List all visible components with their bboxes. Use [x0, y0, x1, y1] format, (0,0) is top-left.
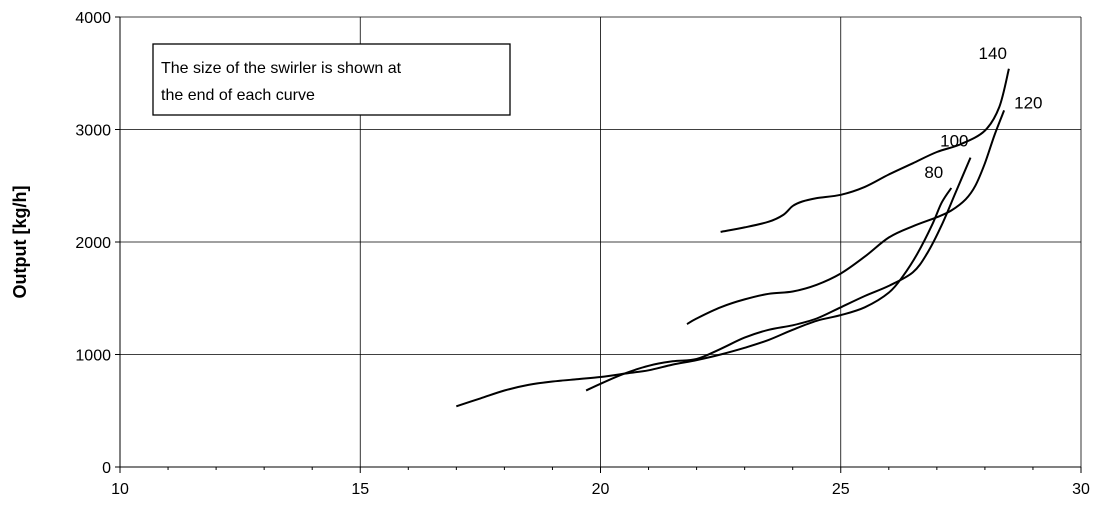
- series-lines: [455, 68, 1010, 408]
- y-tick-label: 2000: [75, 235, 111, 252]
- series-line-140: [720, 68, 1010, 233]
- x-tick-label: 10: [111, 481, 129, 498]
- x-tick-label: 25: [832, 481, 850, 498]
- y-axis-title: Output [kg/h]: [10, 186, 30, 299]
- x-axis: 10 15 20 25 30: [111, 481, 1090, 498]
- series-line-80: [455, 187, 953, 408]
- y-tick-label: 3000: [75, 123, 111, 140]
- annotation-line-1: The size of the swirler is shown at: [161, 60, 402, 77]
- series-label-80: 80: [924, 163, 943, 182]
- x-tick-label: 20: [592, 481, 610, 498]
- series-label-140: 140: [979, 44, 1007, 63]
- axes: [115, 16, 1082, 473]
- x-tick-label: 30: [1072, 481, 1090, 498]
- annotation-line-2: the end of each curve: [161, 87, 315, 104]
- y-tick-label: 1000: [75, 348, 111, 365]
- gridlines: [120, 16, 1082, 467]
- y-tick-label: 0: [102, 460, 111, 477]
- y-tick-label: 4000: [75, 10, 111, 27]
- y-axis: 0 1000 2000 3000 4000: [75, 10, 111, 477]
- x-tick-label: 15: [351, 481, 369, 498]
- series-label-120: 120: [1014, 93, 1042, 112]
- series-line-120: [686, 110, 1006, 325]
- series-labels: 80 100 120 140: [924, 44, 1042, 182]
- series-line-100: [585, 157, 972, 392]
- annotation-box: The size of the swirler is shown at the …: [152, 43, 511, 116]
- series-label-100: 100: [940, 132, 968, 151]
- annotation-frame: [152, 43, 511, 116]
